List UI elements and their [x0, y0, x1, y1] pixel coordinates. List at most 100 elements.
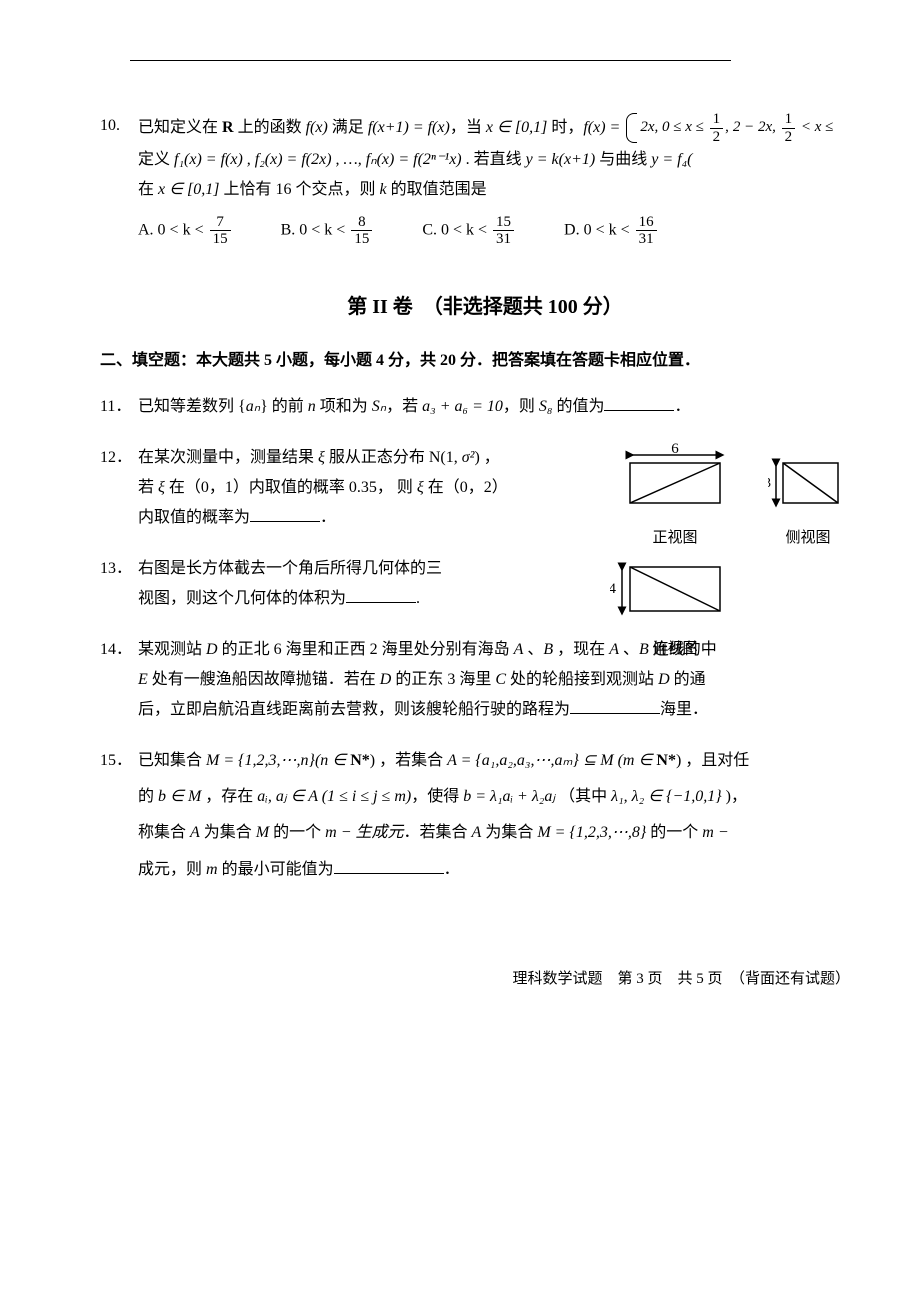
q11-an: aₙ — [246, 398, 260, 415]
q12-blank — [250, 506, 320, 522]
q12-l2b: 在（0，1）内取值的概率 0.35， 则 — [165, 479, 417, 496]
q15-lam: λ₁, λ₂ ∈ {−1,0,1} — [611, 788, 722, 805]
q10-yf4: y = f₄( — [651, 151, 692, 168]
q15-bM: b ∈ M — [158, 788, 201, 805]
problem-15: 15． 已知集合 M = {1,2,3,⋯,n}(n ∈ N*) ，若集合 A … — [100, 746, 870, 886]
q10-h2n: 1 — [782, 111, 796, 129]
q11-f: 的值为 — [552, 398, 604, 415]
q13-l1: 右图是长方体截去一个角后所得几何体的三 — [138, 554, 548, 584]
q10-optC: C. 0 < k < 1531 — [422, 214, 516, 248]
q10-fs: f₁(x) = f(x) , f₂(x) = f(2x) , …, fₙ(x) … — [174, 151, 462, 168]
q11-n: n — [308, 398, 316, 415]
q11-Sn: Sₙ — [372, 398, 386, 415]
problem-10: 10. 已知定义在 R 上的函数 f(x) 满足 f(x+1) = f(x)，当… — [100, 111, 870, 248]
q15-m: m — [206, 861, 218, 878]
q10-oAn: 7 — [210, 214, 231, 232]
q10-k: k — [380, 181, 387, 198]
q15-l3b: 为集合 — [200, 824, 256, 841]
q15-aij: aᵢ, aⱼ ∈ A (1 ≤ i ≤ j ≤ m) — [257, 788, 411, 805]
q11-a: 已知等差数列 { — [138, 398, 246, 415]
q11-g: ． — [674, 398, 690, 415]
q10-text: 已知定义在 R 上的函数 f(x) 满足 f(x+1) = f(x)，当 x ∈… — [138, 111, 870, 145]
q12-xi3: ξ — [417, 479, 424, 496]
q11-c: 项和为 — [316, 398, 372, 415]
q10-l2b: . 若直线 — [462, 151, 526, 168]
q10-oBd: 15 — [351, 231, 372, 248]
q10-oDd: 31 — [636, 231, 657, 248]
q15-N2: N* — [656, 752, 676, 769]
q15-A3: A — [472, 824, 482, 841]
q15-text: 已知集合 M = {1,2,3,⋯,n}(n ∈ N*) ，若集合 A = {a… — [138, 746, 870, 886]
q14-A2: A — [609, 641, 619, 658]
page-footer: 理科数学试题 第 3 页 共 5 页 （背面还有试题） — [100, 965, 870, 994]
q14-B2: B — [639, 641, 649, 658]
q11-eq: a₃ + a₆ = 10 — [422, 398, 503, 415]
q10-line2: 定义 f₁(x) = f(x) , f₂(x) = f(2x) , …, fₙ(… — [138, 145, 870, 175]
q12-l3a: 内取值的概率为 — [138, 509, 250, 526]
q15-l2c: ，使得 — [411, 788, 463, 805]
q15-blank — [334, 858, 444, 874]
q11-text: 已知等差数列 {aₙ} 的前 n 项和为 Sₙ，若 a₃ + a₆ = 10，则… — [138, 392, 870, 422]
q10-t3: 满足 — [328, 119, 368, 136]
q14-l1a: 某观测站 — [138, 641, 206, 658]
problem-14: 14． 某观测站 D 的正北 6 海里和正西 2 海里处分别有海岛 A 、B ，… — [100, 635, 870, 726]
q10-p2b: < x ≤ — [797, 119, 833, 135]
q14-A1: A — [514, 641, 524, 658]
q10-number: 10. — [100, 111, 138, 141]
q15-l3c: 的一个 — [269, 824, 325, 841]
q14-D3: D — [658, 671, 670, 688]
q12-l1c: ) ， — [474, 449, 499, 466]
q15-l2a: 的 — [138, 788, 158, 805]
q10-optB: B. 0 < k < 815 — [281, 214, 375, 248]
problem-12: 12． 在某次测量中，测量结果 ξ 服从正态分布 N(1, σ²) ， 若 ξ … — [100, 443, 870, 534]
q10-yk: y = k(x+1) — [526, 151, 596, 168]
q11-b: } 的前 — [260, 398, 308, 415]
q10-h1n: 1 — [710, 111, 724, 129]
q10-line3: 在 x ∈ [0,1] 上恰有 16 个交点，则 k 的取值范围是 — [138, 175, 870, 205]
q15-l2e: )， — [722, 788, 747, 805]
q15-N1: N* — [350, 752, 370, 769]
q11-blank — [604, 395, 674, 411]
q10-oBn: 8 — [351, 214, 372, 232]
q10-oCn: 15 — [493, 214, 514, 232]
section-2-sub: 二、填空题：本大题共 5 小题，每小题 4 分，共 20 分．把答案填在答题卡相… — [100, 346, 870, 376]
q12-l2a: 若 — [138, 479, 158, 496]
q14-l1c: 、 — [523, 641, 543, 658]
q14-number: 14． — [100, 635, 138, 665]
q14-D1: D — [206, 641, 218, 658]
q10-h2d: 2 — [782, 129, 796, 146]
q13-l2a: 视图，则这个几何体的体积为 — [138, 590, 346, 607]
q10-l3b: 上恰有 16 个交点，则 — [220, 181, 380, 198]
q15-beq: b = λ₁aᵢ + λ₂aⱼ — [463, 788, 555, 805]
q13-l2b: . — [416, 590, 420, 607]
q10-p2a: 2 − 2x, — [733, 119, 780, 135]
q10-oCl: C. 0 < k < — [422, 221, 491, 238]
q14-l1b: 的正北 6 海里和正西 2 海里处分别有海岛 — [218, 641, 514, 658]
q10-R: R — [222, 119, 234, 136]
q12-sig: σ² — [462, 449, 475, 466]
q15-M8: M = {1,2,3,⋯,8} — [537, 824, 646, 841]
q11-d: ，若 — [386, 398, 422, 415]
problem-11: 11． 已知等差数列 {aₙ} 的前 n 项和为 Sₙ，若 a₃ + a₆ = … — [100, 392, 870, 422]
q10-t5: 时， — [547, 119, 583, 136]
q13-number: 13． — [100, 554, 138, 584]
q14-B1: B — [543, 641, 553, 658]
q12-l3b: ． — [320, 509, 336, 526]
q15-l3a: 称集合 — [138, 824, 190, 841]
q13-blank — [346, 587, 416, 603]
q14-l3a: 后，立即启航沿直线距离前去营救，则该艘轮船行驶的路程为 — [138, 701, 570, 718]
q15-l3f: 的一个 — [646, 824, 702, 841]
q15-l4a: 成元，则 — [138, 861, 206, 878]
q14-text: 某观测站 D 的正北 6 海里和正西 2 海里处分别有海岛 A 、B ，现在 A… — [138, 635, 870, 726]
q14-l1e: 、 — [619, 641, 639, 658]
q15-l2d: （其中 — [555, 788, 611, 805]
q15-M1: M = {1,2,3,⋯,n}(n ∈ — [206, 752, 350, 769]
q12-l2c: 在（0，2） — [424, 479, 508, 496]
q15-A1: A = {a₁,a₂,a₃,⋯,aₘ} ⊆ M (m ∈ — [447, 752, 656, 769]
q10-oAl: A. 0 < k < — [138, 221, 208, 238]
q10-p1a: 2x, 0 ≤ x ≤ — [640, 119, 707, 135]
problem-13: 13． 右图是长方体截去一个角后所得几何体的三 视图，则这个几何体的体积为. — [100, 554, 870, 615]
q10-oDl: D. 0 < k < — [564, 221, 634, 238]
q14-l1f: 连线的中 — [649, 641, 717, 658]
q10-oDn: 16 — [636, 214, 657, 232]
